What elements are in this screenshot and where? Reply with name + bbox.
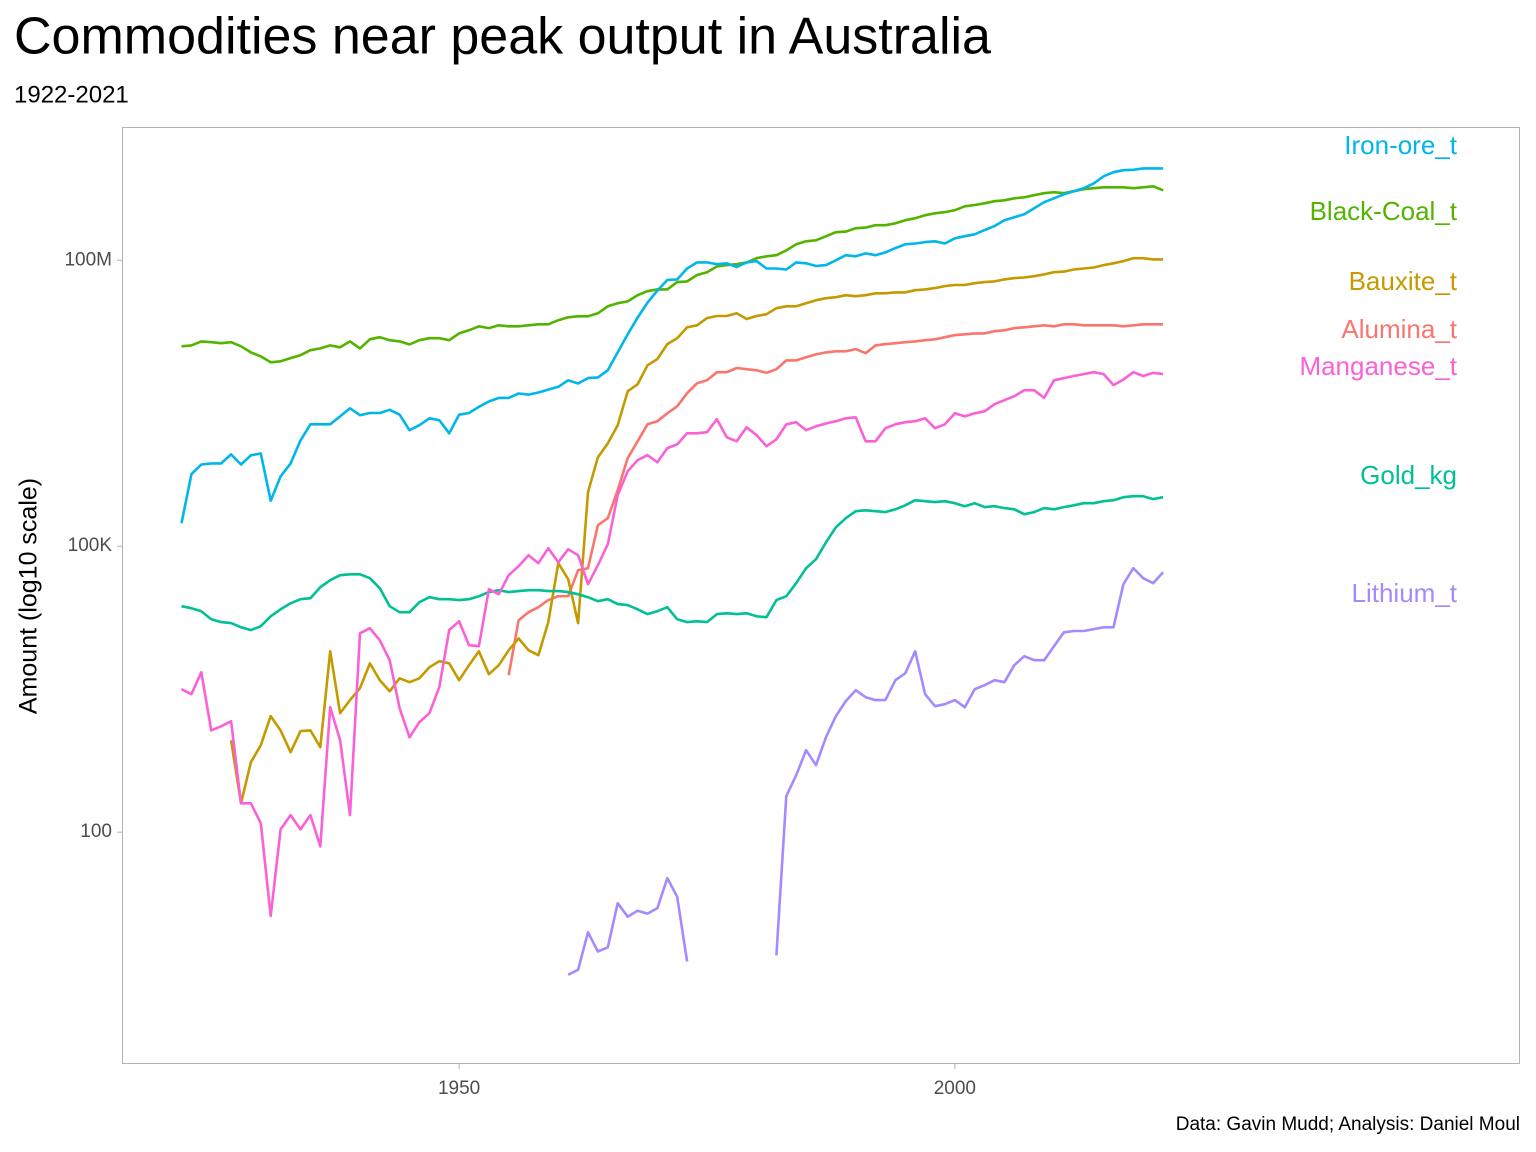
series-label: Iron-ore_t xyxy=(1344,130,1457,160)
y-axis-label: Amount (log10 scale) xyxy=(15,478,43,714)
series-label: Manganese_t xyxy=(1299,351,1457,381)
chart-title: Commodities near peak output in Australi… xyxy=(14,8,991,66)
y-tick-label: 100K xyxy=(68,535,113,556)
series-label: Bauxite_t xyxy=(1349,266,1458,296)
chart-subtitle: 1922-2021 xyxy=(14,81,129,108)
series-line xyxy=(180,167,1164,524)
x-tick-label: 1950 xyxy=(438,1078,480,1099)
series-label: Alumina_t xyxy=(1341,314,1457,344)
y-tick-label: 100 xyxy=(80,821,112,842)
series-line xyxy=(180,370,1164,918)
series-line xyxy=(229,256,1164,805)
plot-border xyxy=(122,127,1520,1064)
series-label: Black-Coal_t xyxy=(1310,196,1458,226)
series-line xyxy=(181,185,1164,364)
series-line xyxy=(507,323,1164,676)
series-line xyxy=(181,494,1164,632)
x-tick-label: 2000 xyxy=(934,1078,976,1099)
caption: Data: Gavin Mudd; Analysis: Daniel Moul xyxy=(1176,1114,1520,1135)
series-label: Lithium_t xyxy=(1352,578,1458,608)
series-line xyxy=(567,566,1165,976)
series-label: Gold_kg xyxy=(1360,460,1457,490)
y-tick-label: 100M xyxy=(64,249,112,270)
